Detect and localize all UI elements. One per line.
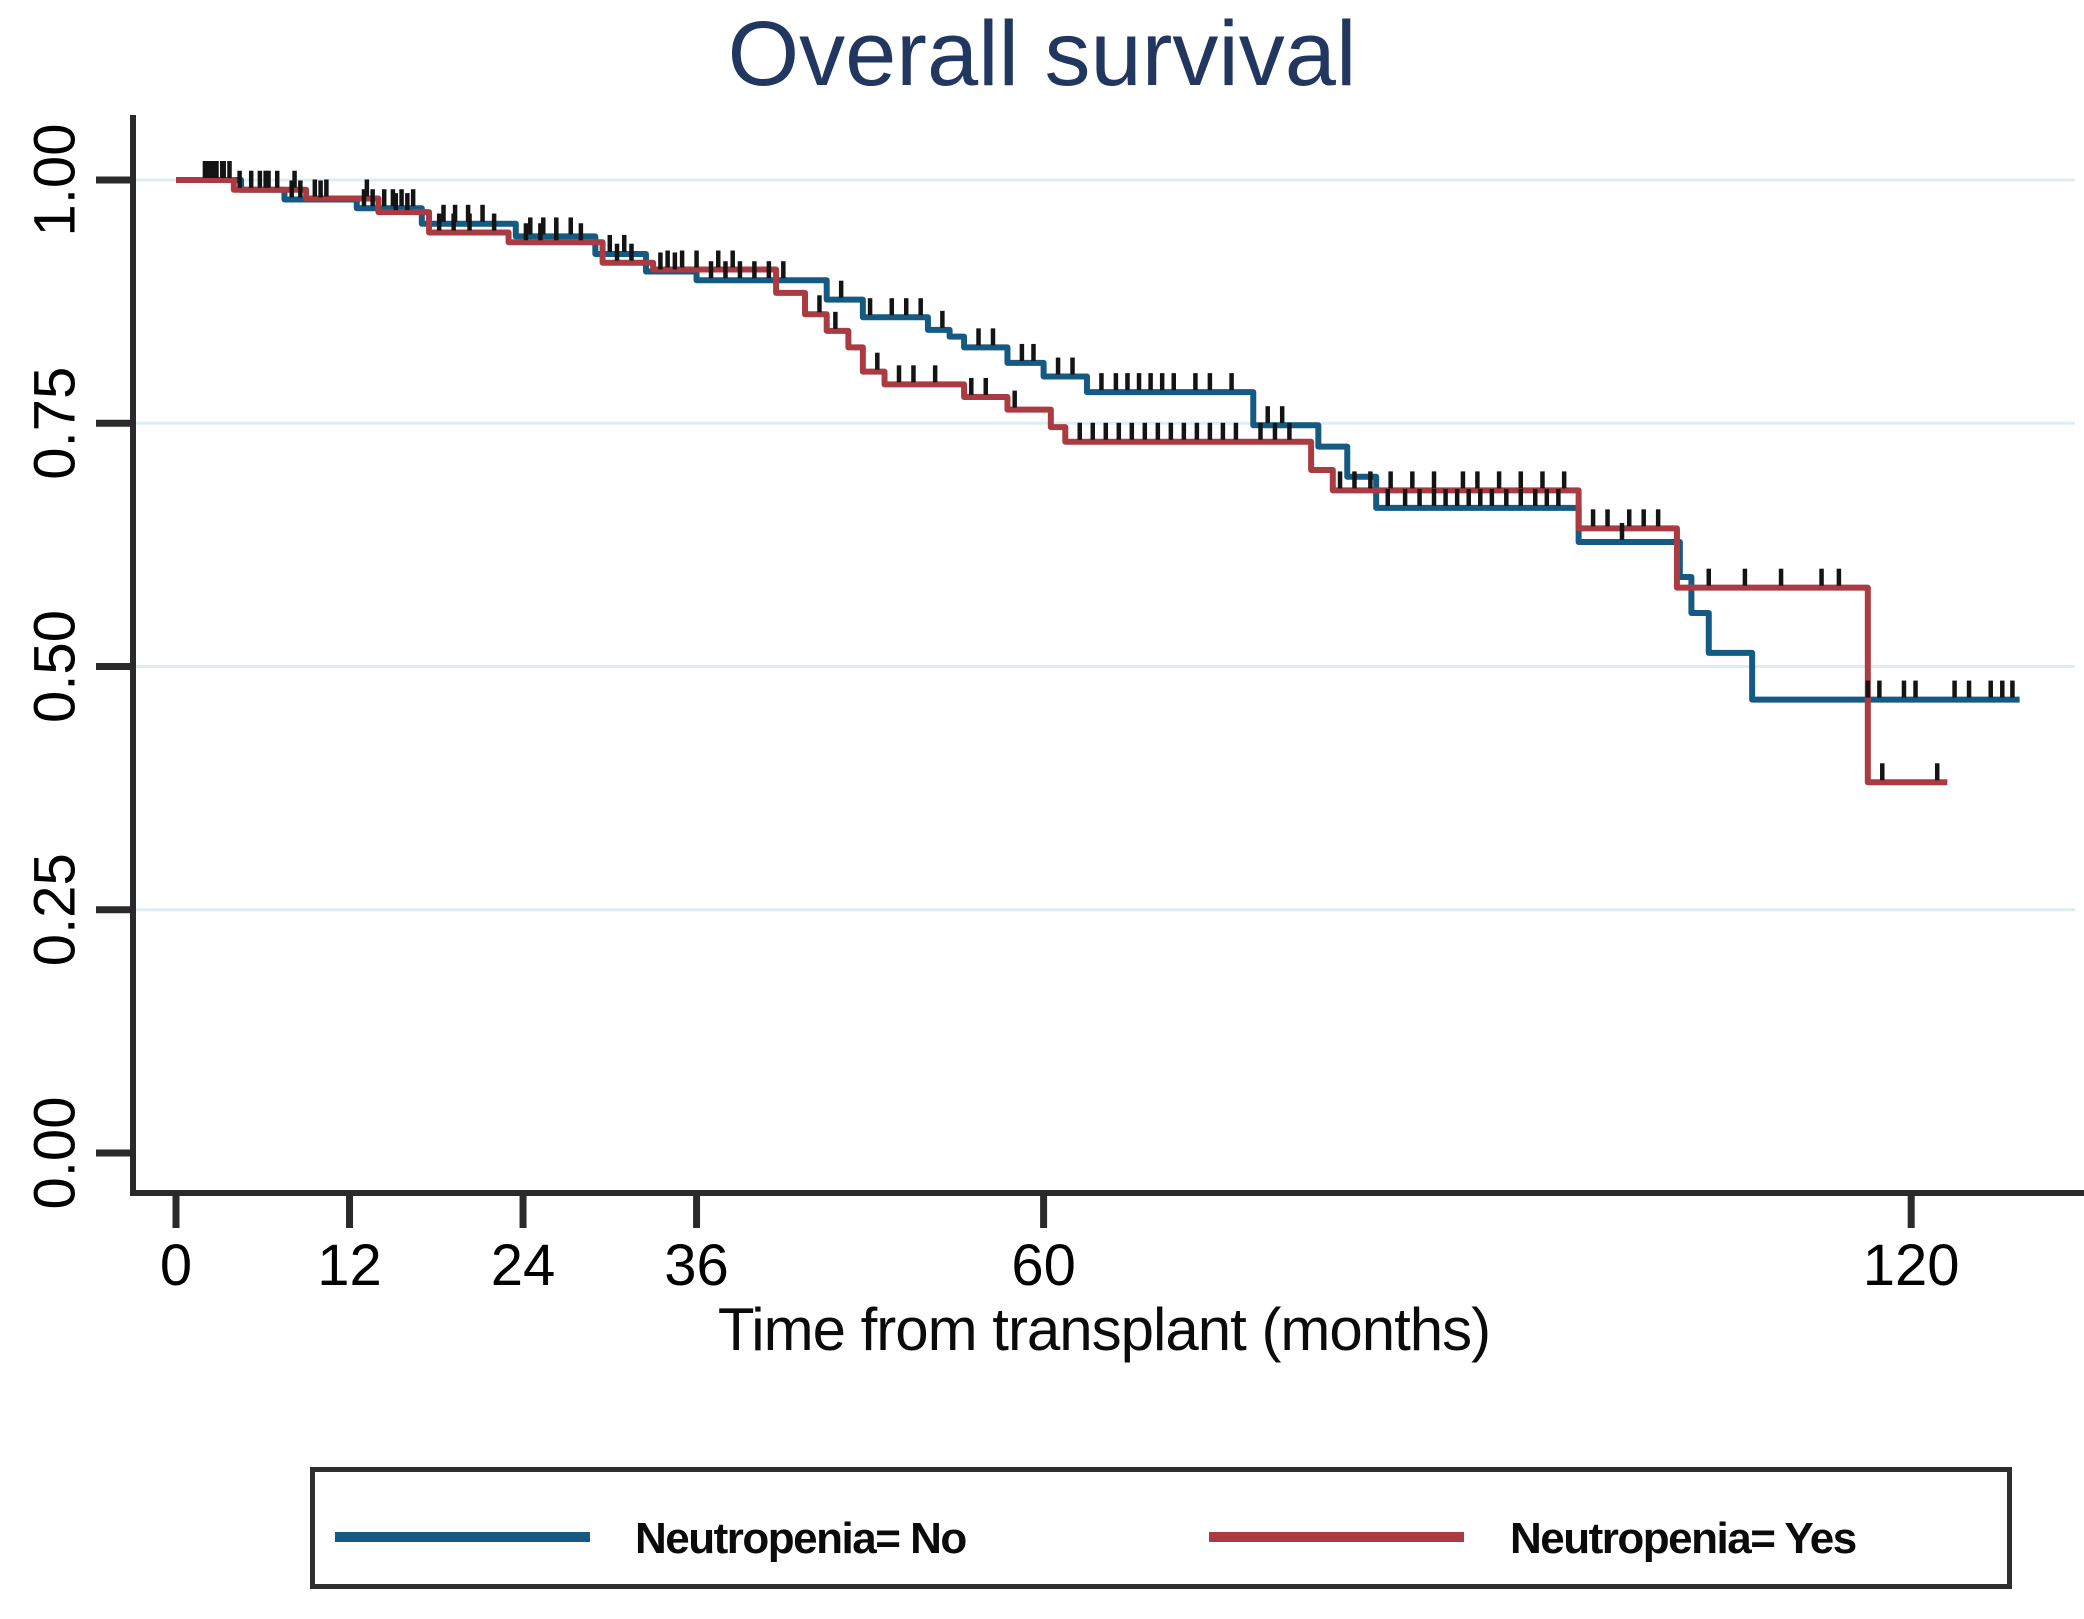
- y-tick-label: 1.00: [23, 124, 88, 237]
- y-tick-label: 0.75: [23, 367, 88, 480]
- x-axis-title: Time from transplant (months): [717, 1296, 1491, 1363]
- x-tick-label: 120: [1863, 1233, 1960, 1298]
- axis-lines: [130, 115, 2084, 1196]
- y-tick-label: 0.50: [23, 610, 88, 723]
- y-tick-label: 0.00: [23, 1097, 88, 1210]
- x-tick-label: 0: [160, 1233, 192, 1298]
- legend-label-neutropenia-no: Neutropenia= No: [635, 1514, 967, 1563]
- legend-swatch-neutropenia-no: [335, 1532, 590, 1542]
- x-tick-label: 60: [1011, 1233, 1076, 1298]
- x-tick-label: 36: [664, 1233, 729, 1298]
- legend: Neutropenia= No Neutropenia= Yes: [310, 1467, 2012, 1589]
- x-tick-label: 24: [491, 1233, 556, 1298]
- legend-label-neutropenia-yes: Neutropenia= Yes: [1510, 1514, 1857, 1563]
- y-tick-label: 0.25: [23, 853, 88, 966]
- survival-curve-yes: [176, 177, 1948, 786]
- legend-swatch-neutropenia-yes: [1209, 1532, 1464, 1542]
- chart-title: Overall survival: [727, 3, 1357, 105]
- x-tick-label: 12: [317, 1233, 382, 1298]
